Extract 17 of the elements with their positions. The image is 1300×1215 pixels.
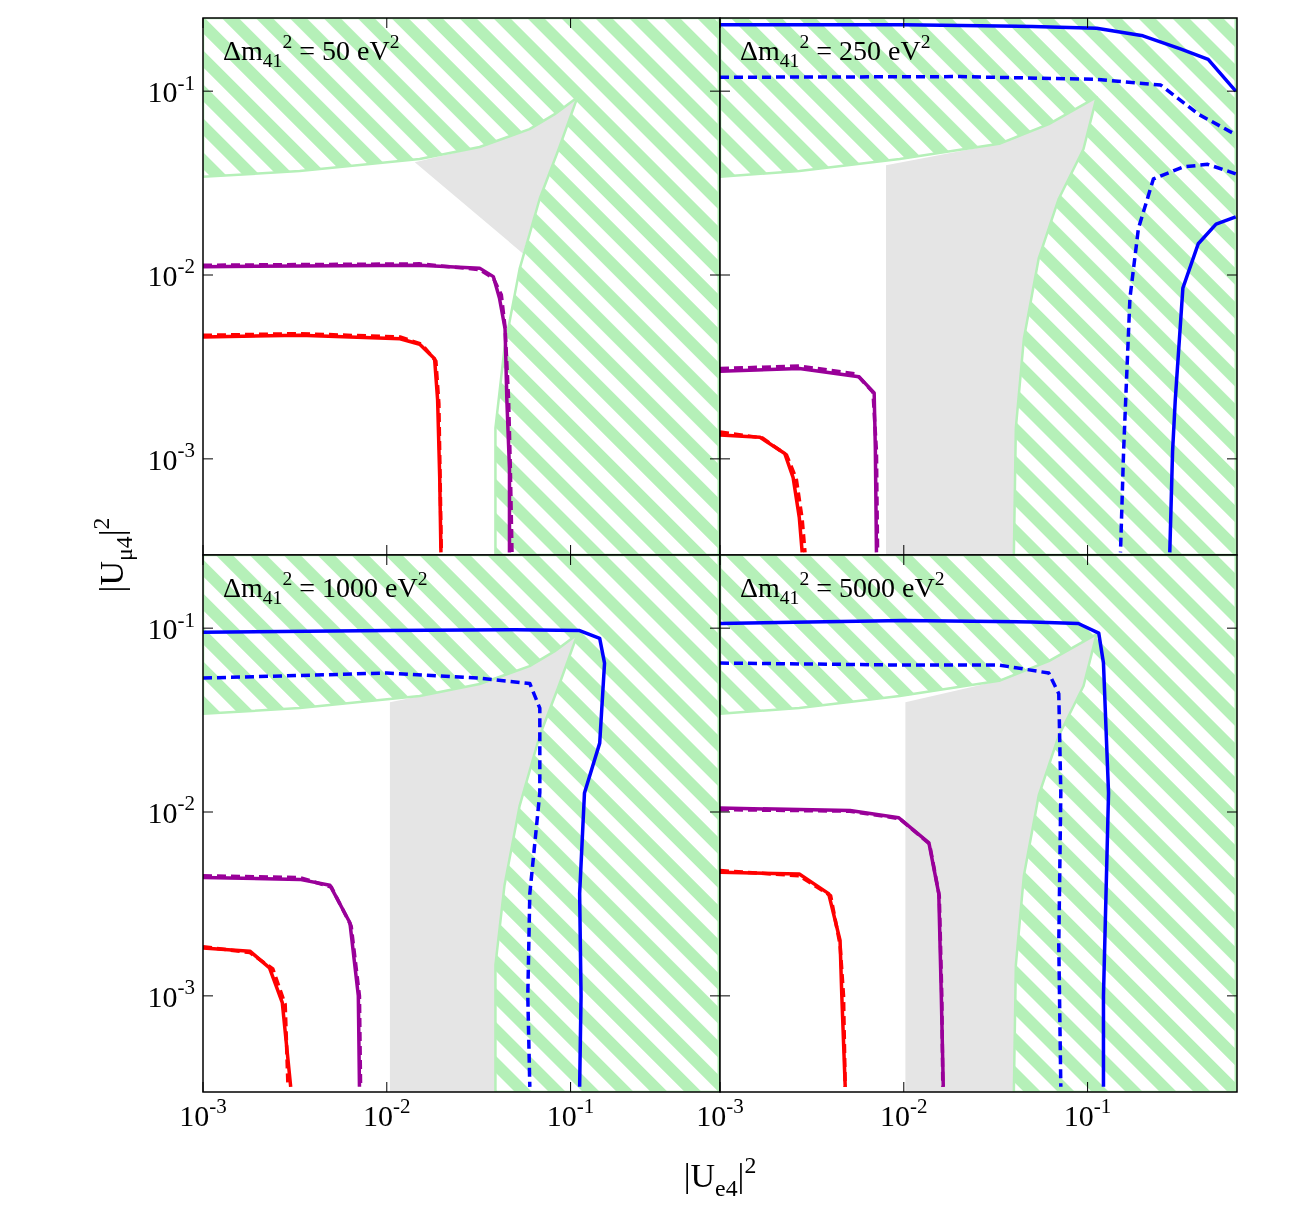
text: Δm$_{41}$$^{2}$ = 1000 eV$^{2}$ [223,568,428,608]
x-tick-label: 10$^{-3}$ [696,1094,744,1132]
y-tick-label: 10$^{-3}$ [147,975,195,1013]
y-tick-label: 10$^{-2}$ [147,791,195,830]
y-tick-label: 10$^{-2}$ [147,254,195,293]
text: Δm$_{41}$$^{2}$ = 250 eV$^{2}$ [740,31,931,71]
text: Δm$_{41}$$^{2}$ = 5000 eV$^{2}$ [740,568,945,608]
x-tick-label: 10$^{-1}$ [546,1094,595,1132]
text: Δm$_{41}$$^{2}$ = 50 eV$^{2}$ [223,31,400,71]
x-tick-label: 10$^{-1}$ [1063,1094,1112,1132]
y-tick-label: 10$^{-1}$ [147,70,195,109]
x-tick-label: 10$^{-2}$ [363,1094,411,1132]
x-axis-title: |U$_{e4}$|$^{2}$ [683,1151,757,1201]
y-tick-label: 10$^{-1}$ [147,607,195,646]
x-tick-label: 10$^{-2}$ [880,1094,928,1132]
x-tick-label: 10$^{-3}$ [179,1094,227,1132]
y-tick-label: 10$^{-3}$ [147,438,195,476]
